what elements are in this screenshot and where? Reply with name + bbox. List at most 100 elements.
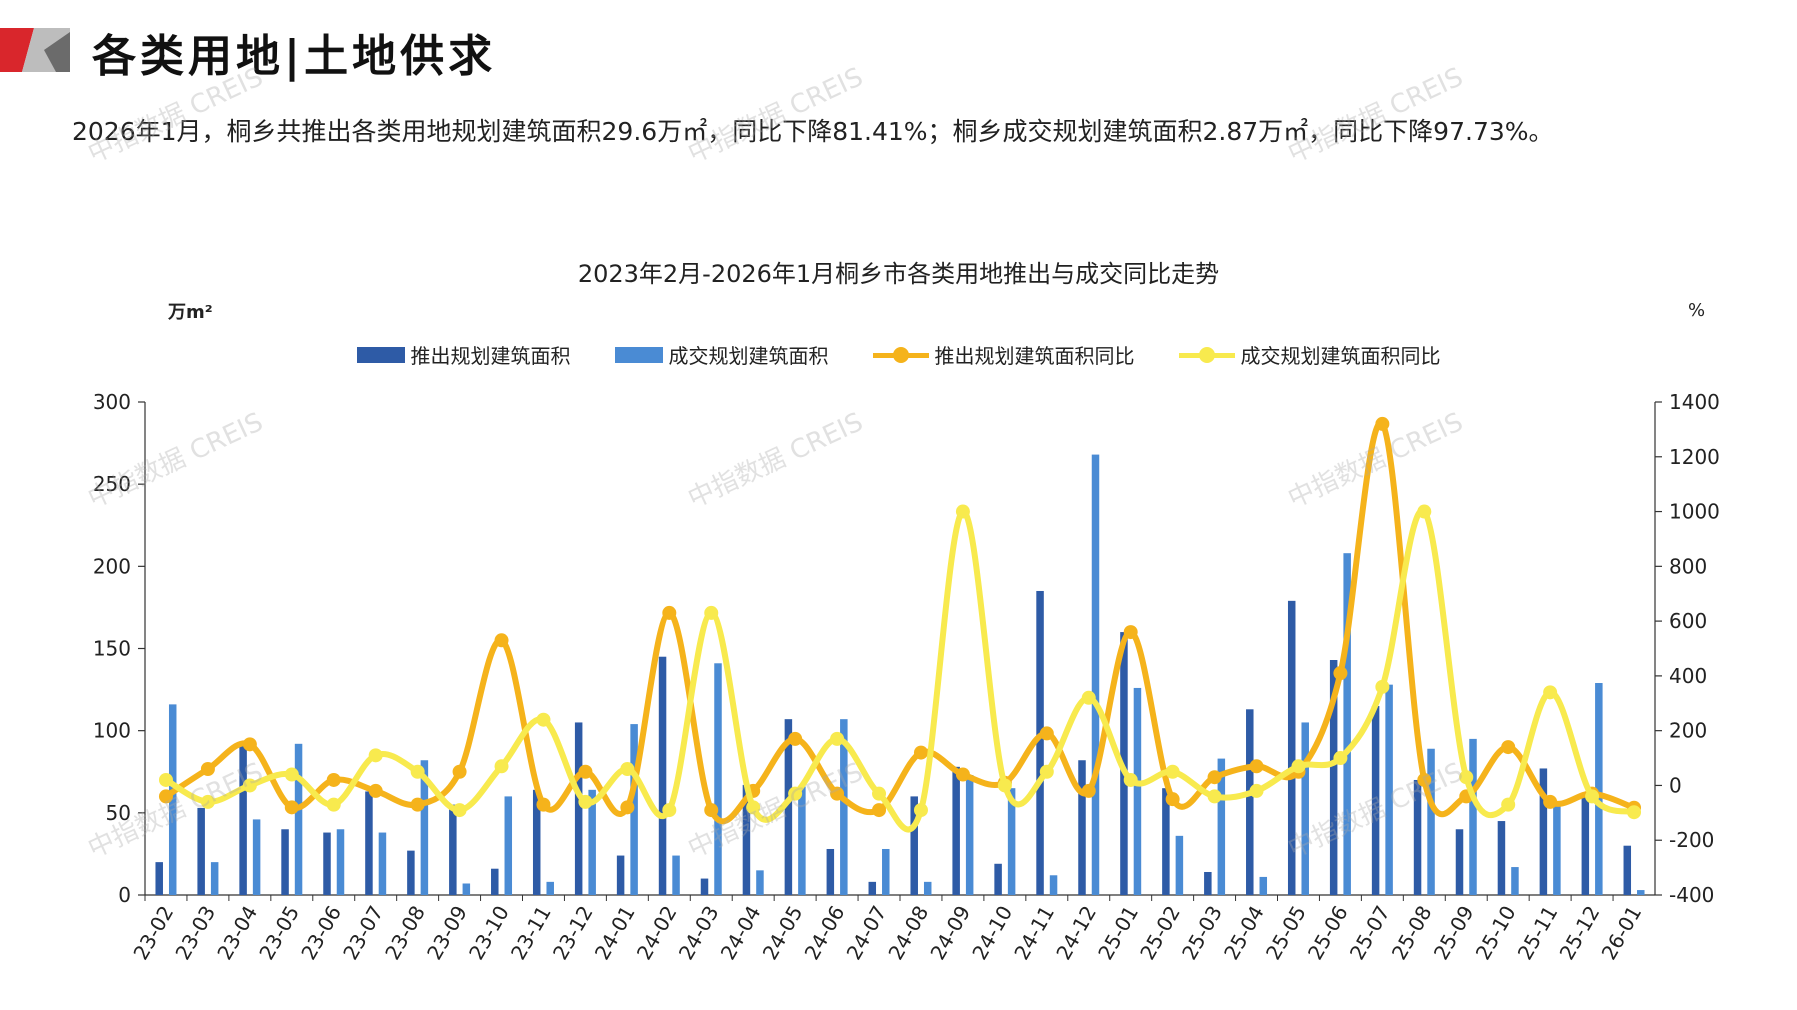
supply-bar xyxy=(239,742,247,895)
supply-yoy-point xyxy=(1207,770,1222,785)
supply-yoy-point xyxy=(1543,794,1558,809)
deal-bar xyxy=(1049,875,1058,895)
x-tick-label: 23-04 xyxy=(212,902,262,964)
supply-bar xyxy=(1329,660,1338,895)
x-tick-label: 25-02 xyxy=(1135,902,1185,964)
right-tick-label: 0 xyxy=(1669,773,1682,797)
deal-bar xyxy=(1301,722,1309,895)
x-tick-label: 26-01 xyxy=(1597,902,1647,964)
supply-yoy-point xyxy=(368,783,383,798)
legend-item-supply-bar: 推出规划建筑面积 xyxy=(356,340,571,369)
supply-bar xyxy=(197,807,205,895)
deal-bar xyxy=(420,760,429,895)
x-tick-label: 23-03 xyxy=(170,902,220,964)
x-tick-label: 25-10 xyxy=(1471,902,1521,964)
deal-bar xyxy=(1469,738,1477,895)
supply-yoy-point xyxy=(620,800,635,815)
deal-bar xyxy=(1133,687,1142,895)
x-tick-label: 25-04 xyxy=(1219,902,1269,964)
deal-yoy-point xyxy=(662,803,677,818)
supply-yoy-point xyxy=(788,731,803,746)
supply-yoy-line xyxy=(162,419,1638,825)
supply-yoy-point xyxy=(830,786,845,801)
deal-yoy-point xyxy=(1333,751,1348,766)
legend-swatch-supply-yoy xyxy=(872,345,929,365)
deal-yoy-point xyxy=(1375,679,1390,694)
left-tick-label: 150 xyxy=(93,637,131,661)
deal-bar xyxy=(672,855,680,895)
deal-yoy-point xyxy=(913,803,928,818)
supply-yoy-point xyxy=(1123,625,1138,640)
supply-bar xyxy=(1204,871,1212,895)
supply-bar xyxy=(532,789,541,895)
supply-bar xyxy=(1246,709,1254,895)
deal-yoy-point xyxy=(1207,789,1222,804)
x-tick-label: 25-01 xyxy=(1093,902,1143,964)
deal-yoy-point xyxy=(158,772,173,787)
deal-yoy-point xyxy=(1543,685,1558,700)
right-tick-label: 400 xyxy=(1669,664,1707,688)
legend-swatch-supply-bar xyxy=(356,346,405,363)
supply-yoy-point xyxy=(410,797,425,812)
x-tick-label: 23-07 xyxy=(338,902,388,964)
right-tick-label: 1400 xyxy=(1669,390,1720,414)
supply-bar xyxy=(1497,821,1506,895)
supply-yoy-point xyxy=(1039,726,1054,741)
deal-bar xyxy=(1259,876,1268,895)
supply-bar xyxy=(155,862,163,895)
deal-bar xyxy=(462,883,471,895)
supply-yoy-point xyxy=(1165,792,1180,807)
x-tick-label: 24-10 xyxy=(967,902,1017,964)
right-tick-label: 800 xyxy=(1669,554,1707,578)
supply-yoy-point xyxy=(242,737,257,752)
deal-bar xyxy=(882,848,890,895)
supply-bar xyxy=(491,868,499,895)
supply-bar xyxy=(868,881,877,895)
summary-text: 2026年1月，桐乡共推出各类用地规划建筑面积29.6万㎡，同比下降81.41%… xyxy=(72,117,1554,146)
left-tick-label: 250 xyxy=(93,472,131,496)
supply-yoy-point xyxy=(955,767,970,782)
x-tick-label: 24-02 xyxy=(632,902,682,964)
legend-swatch-deal-yoy xyxy=(1178,345,1235,365)
deal-bar xyxy=(840,719,848,895)
supply-bar xyxy=(1539,768,1548,895)
supply-yoy-point xyxy=(704,803,719,818)
deal-bar xyxy=(1385,684,1393,895)
supply-bar xyxy=(323,832,331,895)
deal-bar xyxy=(923,881,932,895)
deal-yoy-point xyxy=(1081,690,1096,705)
x-tick-label: 25-11 xyxy=(1513,902,1563,964)
legend-swatch-deal-bar xyxy=(614,346,663,363)
deal-yoy-point xyxy=(1123,772,1138,787)
deal-bar xyxy=(378,832,387,895)
deal-bar xyxy=(1427,748,1435,895)
deal-yoy-point xyxy=(997,778,1012,793)
supply-bar xyxy=(1413,779,1422,895)
deal-bar xyxy=(588,789,596,895)
deal-yoy-point xyxy=(1585,789,1600,804)
left-tick-label: 300 xyxy=(93,390,131,414)
supply-bar xyxy=(700,878,709,895)
left-tick-label: 200 xyxy=(93,554,131,578)
deal-bar xyxy=(168,704,177,895)
legend-label-deal-yoy: 成交规划建筑面积同比 xyxy=(1240,344,1441,368)
deal-yoy-point xyxy=(1165,764,1180,779)
supply-yoy-point xyxy=(200,762,215,777)
deal-yoy-point xyxy=(955,504,970,519)
x-tick-label: 25-07 xyxy=(1345,902,1395,964)
supply-bar xyxy=(1078,760,1086,895)
x-tick-label: 24-09 xyxy=(925,902,975,964)
deal-bar xyxy=(504,796,513,895)
x-tick-label: 24-03 xyxy=(674,902,724,964)
deal-yoy-point xyxy=(788,786,803,801)
legend-item-deal-yoy: 成交规划建筑面积同比 xyxy=(1178,340,1441,369)
logo-dark-shape xyxy=(44,32,70,72)
deal-bar xyxy=(1637,890,1645,895)
x-tick-label: 24-08 xyxy=(883,902,933,964)
x-tick-label: 25-06 xyxy=(1303,902,1353,964)
deal-yoy-point xyxy=(452,803,467,818)
deal-yoy-point xyxy=(578,794,593,809)
left-axis-unit: 万m² xyxy=(168,302,213,323)
supply-yoy-point xyxy=(1375,416,1390,431)
supply-bar xyxy=(1623,845,1632,895)
